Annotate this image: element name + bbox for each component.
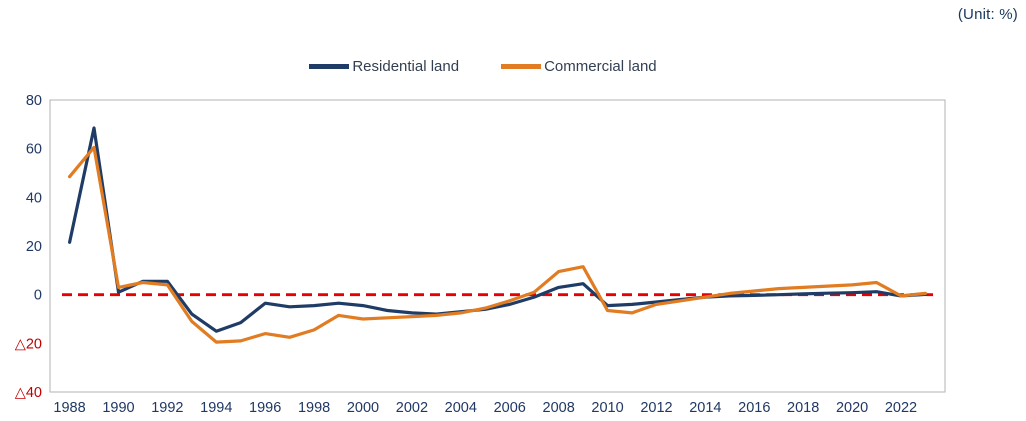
legend-item-residential: Residential land — [309, 58, 459, 75]
residential-land-line — [67, 126, 928, 333]
x-tick-label: 1992 — [151, 400, 183, 416]
x-tick-label: 2020 — [836, 400, 868, 416]
plot-border — [49, 99, 946, 393]
y-tick-label: 0 — [34, 288, 42, 304]
x-tick-label: 2008 — [543, 400, 575, 416]
x-tick-label: 2014 — [689, 400, 721, 416]
x-tick-label: 2006 — [494, 400, 526, 416]
legend-label-commercial: Commercial land — [544, 58, 657, 75]
x-tick-label: 1998 — [298, 400, 330, 416]
x-tick-label: 1988 — [53, 400, 85, 416]
unit-label: (Unit: %) — [957, 6, 1018, 23]
x-tick-label: 2018 — [787, 400, 819, 416]
legend: Residential land Commercial land — [0, 58, 996, 75]
x-tick-label: 1996 — [249, 400, 281, 416]
y-tick-label: 80 — [26, 93, 42, 109]
legend-label-residential: Residential land — [352, 58, 460, 75]
y-tick-label: △20 — [15, 336, 42, 352]
y-tick-label: 40 — [26, 190, 42, 206]
x-tick-label: 1994 — [200, 400, 232, 416]
legend-item-commercial: Commercial land — [501, 58, 657, 75]
x-tick-label: 2002 — [396, 400, 428, 416]
commercial-line-swatch — [501, 64, 542, 69]
commercial-land-line — [67, 145, 928, 344]
y-tick-label: △40 — [15, 385, 42, 401]
x-tick-label: 2010 — [591, 400, 623, 416]
x-tick-label: 2004 — [445, 400, 477, 416]
x-tick-label: 1990 — [102, 400, 134, 416]
x-tick-label: 2012 — [640, 400, 672, 416]
y-tick-label: 60 — [26, 142, 42, 158]
x-tick-label: 2000 — [347, 400, 379, 416]
x-tick-label: 2016 — [738, 400, 770, 416]
residential-line-swatch — [309, 64, 350, 69]
x-tick-label: 2022 — [885, 400, 917, 416]
y-tick-label: 20 — [26, 239, 42, 255]
